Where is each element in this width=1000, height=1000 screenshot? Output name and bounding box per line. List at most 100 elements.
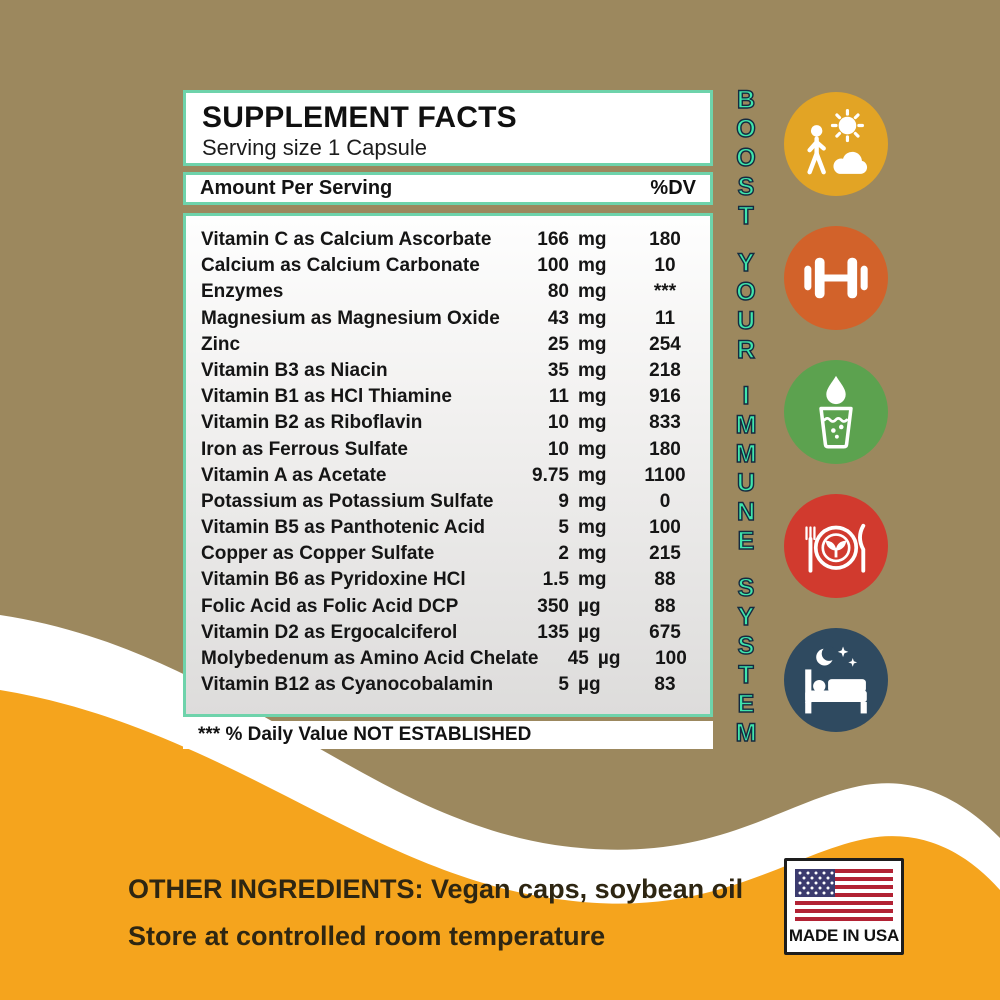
table-row: Zinc 25 mg 254 (201, 334, 702, 360)
plate-sprout-icon (805, 523, 866, 573)
nutrient-name: Vitamin B3 as Niacin (201, 359, 388, 381)
nutrient-name: Vitamin A as Acetate (201, 464, 387, 486)
nutrient-amount: 43 (547, 307, 569, 329)
nutrient-dv: *** (653, 281, 677, 303)
hydration-water-icon (784, 360, 888, 464)
nutrient-name: Vitamin B2 as Riboflavin (201, 412, 423, 434)
nutrient-dv: 916 (649, 386, 681, 408)
nutrient-name: Magnesium as Magnesium Oxide (201, 307, 500, 329)
nutrient-name: Enzymes (201, 281, 284, 303)
nutrient-dv: 83 (654, 674, 676, 696)
table-row: Vitamin B3 as Niacin 35 mg 218 (201, 360, 702, 386)
banner-letter: Y (737, 603, 755, 632)
nutrient-amount: 350 (537, 595, 569, 617)
nutrient-unit: mg (578, 438, 607, 460)
nutrient-amount: 80 (547, 281, 569, 303)
daily-value-footnote: *** % Daily Value NOT ESTABLISHED (183, 721, 713, 749)
nutrient-unit: mg (578, 412, 607, 434)
healthy-meal-icon (784, 494, 888, 598)
nutrient-dv: 833 (649, 412, 681, 434)
table-row: Vitamin B2 as Riboflavin 10 mg 833 (201, 412, 702, 438)
nutrient-name: Copper as Copper Sulfate (201, 543, 435, 565)
banner-letter: M (735, 440, 757, 469)
banner-letter: S (737, 172, 755, 201)
banner-letter: S (737, 574, 755, 603)
table-row: Calcium as Calcium Carbonate 100 mg 10 (201, 255, 702, 281)
nutrient-amount: 9.75 (532, 464, 569, 486)
nutrient-dv: 100 (655, 648, 687, 669)
nutrient-dv: 180 (649, 229, 681, 250)
nutrient-amount: 135 (537, 621, 569, 643)
banner-letter: N (736, 498, 756, 527)
table-row: Molybedenum as Amino Acid Chelate 45 µg … (201, 648, 702, 674)
nutrient-name: Vitamin B1 as HCl Thiamine (201, 386, 452, 408)
table-row: Vitamin B5 as Panthotenic Acid 5 mg 100 (201, 517, 702, 543)
made-in-usa-label: MADE IN USA (788, 926, 900, 945)
table-row: Vitamin B1 as HCl Thiamine 11 mg 916 (201, 386, 702, 412)
nutrient-name: Vitamin B5 as Panthotenic Acid (201, 517, 486, 539)
nutrient-unit: mg (578, 333, 607, 355)
amount-per-serving-label: Amount Per Serving (200, 177, 393, 199)
nutrients-table: Vitamin C as Calcium Ascorbate 166 mg 18… (183, 213, 713, 717)
nutrient-name: Potassium as Potassium Sulfate (201, 490, 494, 512)
nutrient-amount: 2 (558, 543, 569, 565)
banner-letter: I (742, 382, 750, 411)
exercise-dumbbell-icon (784, 226, 888, 330)
table-row: Folic Acid as Folic Acid DCP 350 µg 88 (201, 596, 702, 622)
panel-title: SUPPLEMENT FACTS (202, 101, 517, 134)
nutrient-unit: mg (578, 386, 607, 408)
made-in-usa-badge: MADE IN USA (784, 858, 904, 955)
restful-sleep-icon (784, 628, 888, 732)
nutrient-unit: µg (578, 621, 601, 643)
banner-letter: T (738, 201, 755, 230)
usa-flag-icon (795, 869, 893, 921)
nutrient-dv: 88 (654, 595, 676, 617)
nutrient-name: Vitamin B12 as Cyanocobalamin (201, 674, 494, 696)
nutrient-name: Calcium as Calcium Carbonate (201, 255, 480, 277)
nutrient-unit: mg (578, 281, 607, 303)
table-row: Vitamin D2 as Ergocalciferol 135 µg 675 (201, 622, 702, 648)
table-row: Copper as Copper Sulfate 2 mg 215 (201, 543, 702, 569)
nutrient-dv: 218 (649, 359, 681, 381)
nutrient-amount: 5 (558, 674, 569, 696)
nutrient-dv: 100 (649, 517, 681, 539)
table-row: Vitamin C as Calcium Ascorbate 166 mg 18… (201, 229, 702, 255)
banner-letter: M (735, 411, 757, 440)
nutrient-unit: mg (578, 255, 607, 277)
nutrient-unit: mg (578, 359, 607, 381)
banner-letter: O (736, 277, 757, 306)
wave-orange-area (0, 690, 1000, 1000)
nutrient-amount: 10 (547, 412, 569, 434)
nutrient-dv: 1100 (644, 464, 686, 486)
nutrient-dv: 215 (649, 543, 681, 565)
banner-letter: T (738, 661, 755, 690)
other-ingredients-line: OTHER INGREDIENTS: Vegan caps, soybean o… (128, 874, 744, 904)
nutrient-amount: 100 (537, 255, 569, 277)
banner-letter: O (736, 143, 757, 172)
nutrient-name: Molybedenum as Amino Acid Chelate (201, 648, 539, 669)
nutrient-dv: 88 (654, 569, 676, 591)
banner-letter: U (736, 469, 756, 498)
table-row: Magnesium as Magnesium Oxide 43 mg 11 (201, 308, 702, 334)
dumbbell-icon (804, 257, 868, 299)
nutrient-amount: 11 (548, 386, 569, 408)
banner-letter: U (736, 306, 756, 335)
nutrient-amount: 1.5 (542, 569, 569, 591)
nutrient-unit: mg (578, 569, 607, 591)
nutrient-unit: mg (578, 490, 607, 512)
banner-letter: Y (737, 248, 755, 277)
bottom-text-block: OTHER INGREDIENTS: Vegan caps, soybean o… (128, 866, 788, 960)
table-row: Potassium as Potassium Sulfate 9 mg 0 (201, 491, 702, 517)
water-glass-icon (819, 375, 853, 449)
nutrient-amount: 9 (558, 490, 569, 512)
nutrient-unit: mg (578, 517, 607, 539)
nutrient-name: Vitamin B6 as Pyridoxine HCl (201, 569, 466, 591)
banner-letter: S (737, 632, 755, 661)
nutrient-unit: µg (597, 648, 621, 669)
nutrient-unit: mg (578, 229, 607, 250)
nutrient-name: Vitamin D2 as Ergocalciferol (201, 621, 458, 643)
banner-letter: M (735, 718, 757, 747)
nutrient-unit: mg (578, 464, 607, 486)
nutrient-amount: 45 (567, 648, 589, 669)
